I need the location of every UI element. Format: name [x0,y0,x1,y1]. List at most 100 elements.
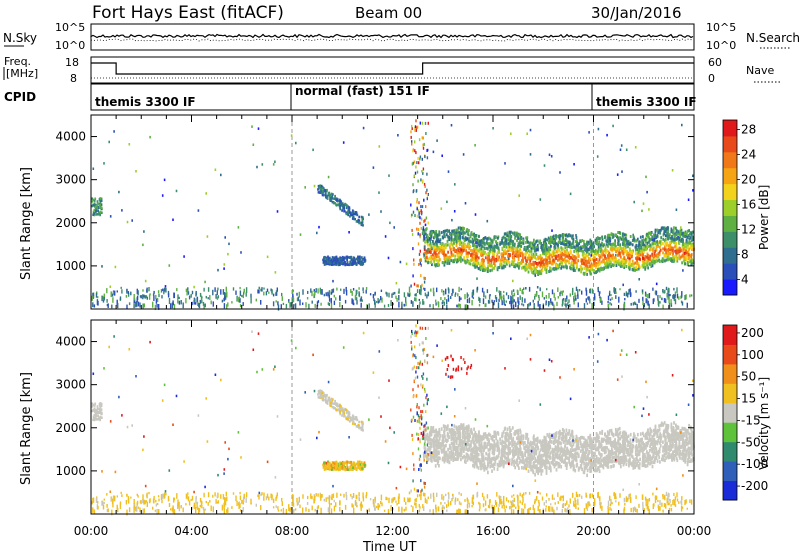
scatter-cell [317,505,320,509]
scatter-cell [648,303,650,310]
scatter-cell [665,234,667,238]
scatter-cell [120,286,122,289]
scatter-cell [457,304,459,308]
scatter-cell [503,252,505,255]
scatter-cell [499,500,501,505]
scatter-cell [448,238,451,242]
scatter-cell [512,503,514,507]
scatter-cell [621,257,624,261]
scatter-cell [326,188,328,192]
scatter-cell [588,501,590,505]
scatter-cell [142,494,144,500]
scatter-cell [277,304,280,311]
scatter-cell [471,505,473,508]
scatter-cell [412,301,414,307]
scatter-cell [593,293,596,299]
scatter-cell [659,506,661,511]
scatter-cell [464,244,467,248]
scatter-cell [480,247,483,251]
scatter-cell [539,509,541,513]
scatter-cell [114,290,116,296]
scatter-cell [609,257,612,261]
scatter-cell [92,507,94,513]
scatter-cell [562,242,565,246]
scatter-cell [679,231,682,235]
scatter-cell [482,267,484,271]
scatter-cell [508,235,510,239]
scatter-cell [477,239,480,243]
scatter-cell [653,255,655,259]
scatter-cell [215,294,217,299]
scatter-cell [158,293,160,298]
scatter-cell [377,300,379,304]
scatter-cell [198,508,200,514]
scatter-cell [217,492,219,498]
scatter-cell [322,261,325,264]
scatter-cell [145,295,148,299]
scatter-cell [597,263,599,267]
scatter-cell [570,243,572,247]
scatter-cell [643,257,646,261]
scatter-cell [665,286,668,291]
scatter-cell [459,250,462,254]
scatter-cell [418,252,421,256]
scatter-cell [426,188,428,192]
scatter-cell [328,261,331,264]
scatter-cell [446,257,448,261]
scatter-cell [414,171,417,175]
scatter-cell [625,293,628,297]
scatter-cell [542,252,544,256]
scatter-cell [445,493,447,497]
scatter-cell [153,495,155,501]
scatter-cell [323,293,325,297]
scatter-cell [457,226,460,230]
scatter-cell [416,207,418,211]
scatter-cell [505,497,508,502]
scatter-cell [528,508,530,515]
scatter-cell [644,267,647,271]
scatter-cell [562,440,565,444]
scatter-cell [543,297,545,300]
scatter-cell [345,491,347,497]
scatter-cell [607,250,610,254]
scatter-cell [455,425,458,429]
scatter-cell [144,279,147,283]
scatter-cell [589,246,591,250]
scatter-cell [638,241,640,244]
scatter-cell [599,236,601,240]
scatter-cell [585,242,588,246]
scatter-cell [514,233,517,236]
scatter-cell [575,234,577,237]
scatter-cell [427,243,429,247]
scatter-cell [609,290,611,293]
scatter-cell [424,256,426,260]
scatter-cell [582,249,585,253]
scatter-cell [588,269,591,273]
scatter-cell [443,257,446,261]
scatter-cell [617,253,619,257]
scatter-cell [575,503,577,509]
scatter-cell [481,245,484,249]
scatter-cell [623,240,626,244]
scatter-cell [165,287,167,293]
scatter-cell [623,263,625,267]
scatter-cell [550,238,553,241]
scatter-cell [528,241,531,245]
scatter-cell [491,268,493,272]
scatter-cell [321,193,324,197]
scatter-cell [544,250,547,254]
scatter-cell [93,199,96,202]
scatter-cell [681,231,684,235]
scatter-cell [207,287,210,292]
scatter-cell [170,303,172,309]
scatter-cell [504,232,507,236]
scatter-cell [160,494,163,501]
scatter-cell [484,236,487,240]
scatter-cell [609,237,612,241]
scatter-cell [549,241,551,245]
scatter-cell [288,505,290,512]
scatter-cell [403,508,405,512]
scatter-cell [664,243,667,247]
scatter-cell [542,258,545,262]
scatter-cell [416,494,419,498]
